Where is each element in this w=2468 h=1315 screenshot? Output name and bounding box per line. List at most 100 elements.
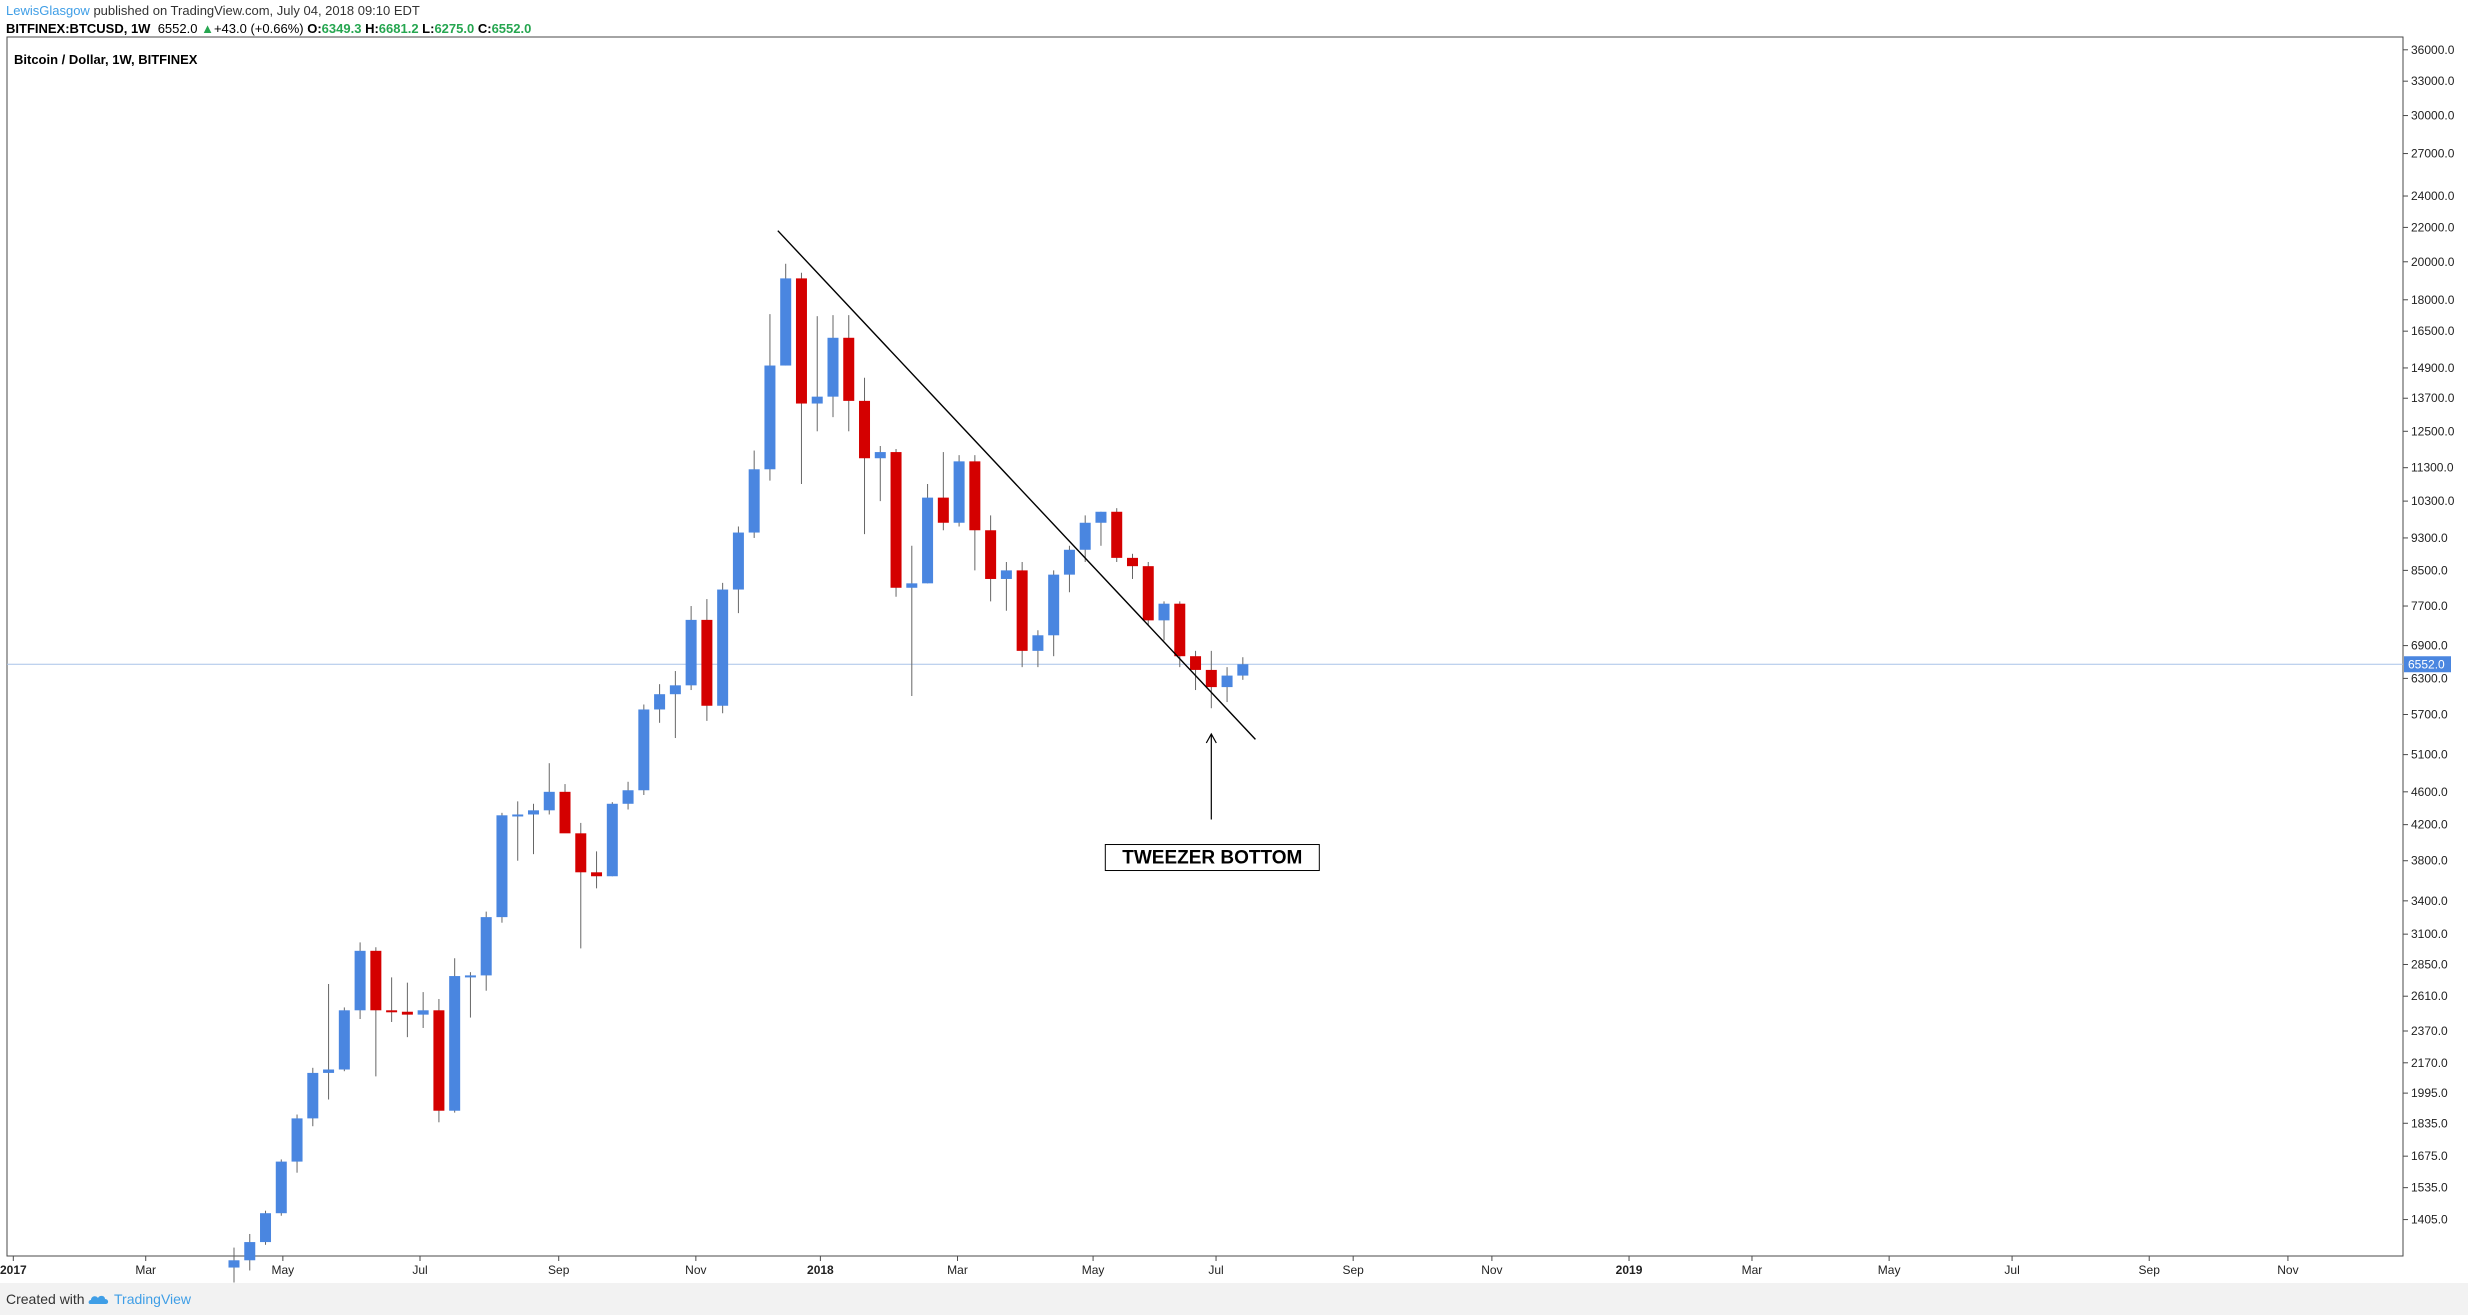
candle-body-up: [496, 815, 508, 918]
candle-body-up: [527, 810, 539, 815]
time-tick-label: May: [1878, 1263, 1901, 1277]
candle: [859, 377, 871, 535]
symbol-legend: BITFINEX:BTCUSD, 1W 6552.0 ▲+43.0 (+0.66…: [6, 20, 531, 37]
price-tick-label: 11300.0: [2411, 461, 2454, 475]
candle: [338, 1007, 350, 1072]
change-up-icon: ▲: [201, 21, 214, 36]
candle-body-up: [323, 1069, 335, 1073]
current-price-tag: 6552.0: [2404, 656, 2451, 673]
candle: [748, 450, 760, 538]
annotation-box: [1104, 844, 1320, 872]
candle: [354, 942, 366, 1020]
candle: [370, 947, 382, 1077]
candle-body-up: [1158, 603, 1170, 621]
time-tick-label: Sep: [1342, 1263, 1364, 1277]
current-price-tag-bg: [2404, 656, 2451, 673]
price-tick-label: 1535.0: [2411, 1181, 2448, 1195]
price-tick-label: 4200.0: [2411, 818, 2448, 832]
candle: [638, 704, 650, 795]
candle: [228, 1247, 240, 1283]
time-tick-label: Nov: [2277, 1263, 2298, 1277]
candle-body-down: [1190, 656, 1202, 670]
time-tick-label: Jul: [1208, 1263, 1223, 1277]
last-price: 6552.0: [157, 21, 198, 36]
candle: [1205, 650, 1217, 709]
candle: [527, 803, 539, 855]
candle: [543, 763, 555, 815]
price-tick-label: 10300.0: [2411, 494, 2455, 508]
price-tick-label: 7700.0: [2411, 599, 2448, 613]
price-tick-label: 3100.0: [2411, 927, 2448, 941]
candle-body-up: [906, 583, 918, 588]
candle-body-down: [701, 619, 713, 706]
price-tick-label: 36000.0: [2411, 43, 2455, 57]
candle: [795, 272, 807, 485]
close-value: 6552.0: [491, 21, 532, 36]
candle-body-down: [1126, 557, 1138, 567]
created-with-text: Created with: [6, 1291, 85, 1307]
symbol-name[interactable]: BITFINEX:BTCUSD, 1W: [6, 21, 151, 36]
chart-background: [0, 0, 2468, 1283]
candle: [937, 452, 949, 531]
low-value: 6275.0: [434, 21, 475, 36]
candle-body-up: [464, 975, 476, 978]
tradingview-brand: TradingView: [114, 1291, 192, 1307]
candle-body-up: [291, 1118, 303, 1162]
annotation-arrow-head: [1205, 732, 1217, 744]
candle-body-up: [638, 709, 650, 791]
candle-body-down: [985, 530, 997, 579]
candlestick-chart[interactable]: Bitcoin / Dollar, 1W, BITFINEX 1405.0 153…: [0, 0, 2468, 1283]
candle: [1142, 561, 1154, 626]
price-tick-label: 5100.0: [2411, 748, 2448, 762]
candle-body-up: [543, 791, 555, 811]
price-tick-label: 3800.0: [2411, 854, 2448, 868]
candle-series[interactable]: [228, 263, 1249, 1283]
price-tick-label: 27000.0: [2411, 147, 2455, 161]
candle: [827, 315, 839, 418]
price-tick-label: 13700.0: [2411, 391, 2455, 405]
price-axis[interactable]: 1405.0 1535.0 1675.0 1835.0 1995.0 2170.0 2370…: [2403, 43, 2455, 1227]
annotation-text: TWEEZER BOTTOM: [1122, 848, 1302, 869]
candle-body-up: [228, 1260, 240, 1268]
candle: [654, 684, 666, 723]
author-link[interactable]: LewisGlasgow: [6, 3, 90, 18]
candle-body-down: [433, 1010, 445, 1111]
candle: [701, 599, 713, 721]
candle: [275, 1159, 287, 1216]
candle: [843, 315, 855, 432]
price-tick-label: 5700.0: [2411, 707, 2448, 721]
candle-body-down: [859, 400, 871, 459]
candle-body-up: [244, 1242, 256, 1261]
price-change: +43.0 (+0.66%): [213, 21, 304, 36]
drawings-layer[interactable]: TWEEZER BOTTOM: [777, 230, 1320, 872]
candle-body-up: [512, 814, 524, 817]
time-tick-label: Jul: [412, 1263, 427, 1277]
candle: [606, 802, 618, 877]
time-tick-label: Nov: [685, 1263, 706, 1277]
candle-body-up: [732, 532, 744, 590]
candle: [1000, 561, 1012, 611]
candle: [874, 446, 886, 502]
price-tick-label: 2850.0: [2411, 957, 2448, 971]
candle: [559, 784, 571, 834]
tradingview-link[interactable]: TradingView: [88, 1291, 191, 1307]
time-tick-label: Mar: [947, 1263, 968, 1277]
candle: [401, 982, 413, 1038]
candle: [1174, 601, 1186, 668]
open-value: 6349.3: [321, 21, 362, 36]
candle-body-up: [1048, 574, 1060, 636]
price-tick-label: 3400.0: [2411, 894, 2448, 908]
candle: [1111, 508, 1123, 562]
price-tick-label: 20000.0: [2411, 255, 2455, 269]
price-tick-label: 24000.0: [2411, 189, 2455, 203]
candle-body-up: [1000, 570, 1012, 579]
price-tick-label: 8500.0: [2411, 563, 2448, 577]
price-tick-label: 33000.0: [2411, 74, 2455, 88]
candle-body-up: [622, 790, 634, 804]
candle-body-down: [1016, 570, 1028, 651]
candle-body-up: [1079, 522, 1091, 550]
low-label: L:: [422, 21, 435, 36]
candle-body-down: [969, 461, 981, 531]
time-axis[interactable]: 2017 Mar May Jul Sep Nov 2018 Mar May Jul Sep Nov 20…: [0, 1256, 2299, 1277]
candle: [417, 992, 429, 1028]
